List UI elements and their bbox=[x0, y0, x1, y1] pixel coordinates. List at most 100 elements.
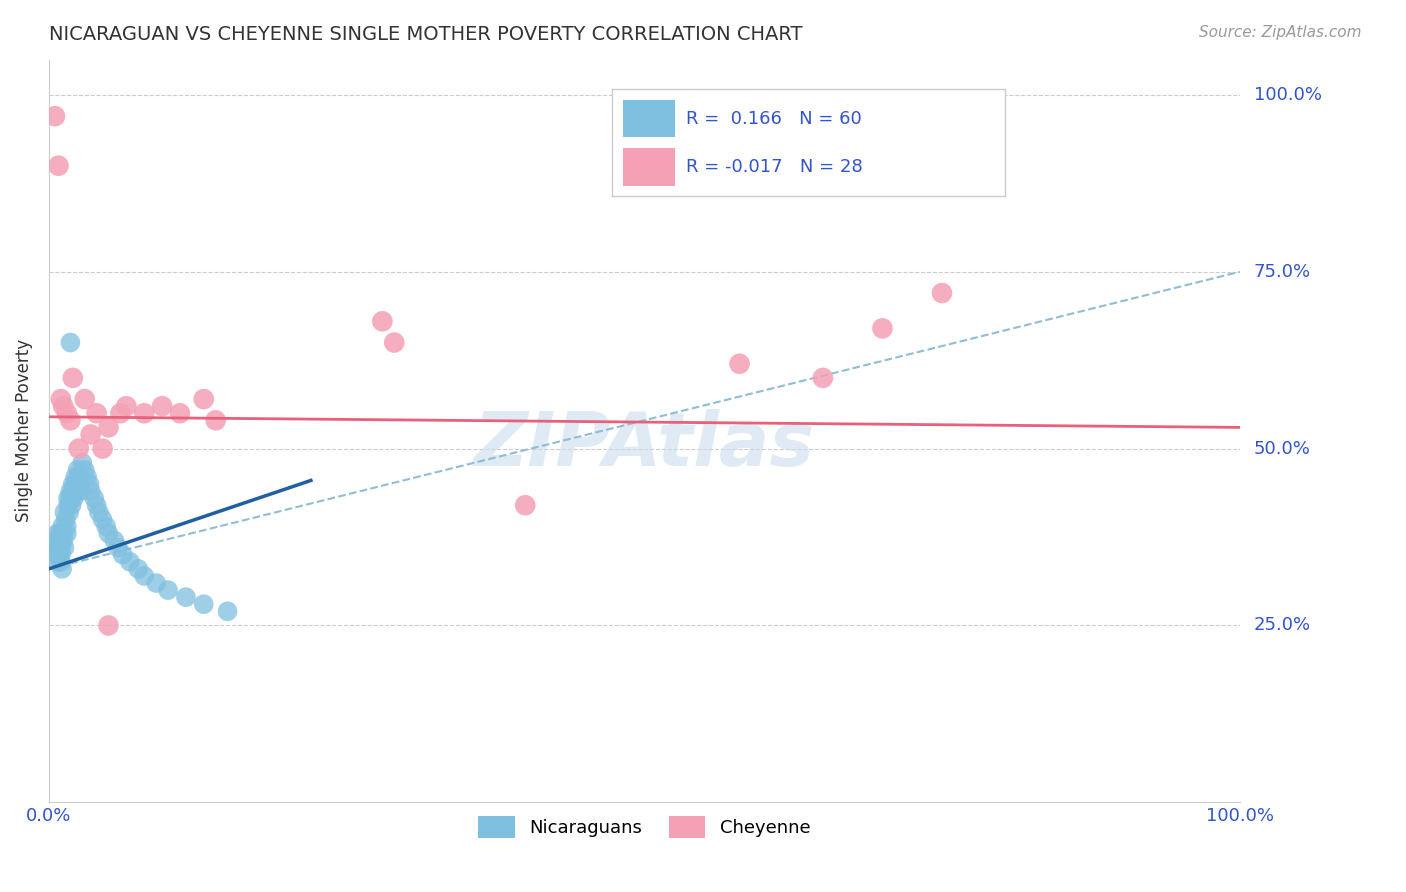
Point bbox=[67, 442, 90, 456]
Point bbox=[193, 597, 215, 611]
Point bbox=[45, 548, 67, 562]
Point bbox=[157, 583, 180, 598]
Point bbox=[56, 526, 79, 541]
Point bbox=[73, 463, 96, 477]
Point bbox=[67, 470, 90, 484]
Point bbox=[59, 484, 82, 499]
Point bbox=[150, 399, 173, 413]
Point bbox=[515, 498, 537, 512]
Point bbox=[46, 526, 69, 541]
Point bbox=[127, 562, 149, 576]
Point bbox=[56, 498, 79, 512]
Point bbox=[145, 576, 167, 591]
Text: Source: ZipAtlas.com: Source: ZipAtlas.com bbox=[1198, 25, 1361, 40]
Point bbox=[174, 590, 197, 604]
Point bbox=[63, 491, 86, 505]
Point bbox=[87, 505, 110, 519]
Point bbox=[52, 533, 75, 548]
Point bbox=[103, 533, 125, 548]
Point bbox=[94, 519, 117, 533]
Point bbox=[44, 109, 66, 123]
Point bbox=[56, 406, 79, 420]
Point bbox=[51, 519, 73, 533]
Text: NICARAGUAN VS CHEYENNE SINGLE MOTHER POVERTY CORRELATION CHART: NICARAGUAN VS CHEYENNE SINGLE MOTHER POV… bbox=[49, 25, 803, 44]
Text: R = -0.017   N = 28: R = -0.017 N = 28 bbox=[686, 158, 863, 176]
Point bbox=[62, 477, 84, 491]
Point bbox=[51, 562, 73, 576]
Point bbox=[107, 541, 129, 555]
Point bbox=[49, 555, 72, 569]
Point bbox=[48, 159, 70, 173]
Point bbox=[63, 477, 86, 491]
Point bbox=[62, 371, 84, 385]
Point bbox=[56, 491, 79, 505]
Text: 75.0%: 75.0% bbox=[1254, 263, 1310, 281]
Point bbox=[49, 548, 72, 562]
Text: ZIPAtlas: ZIPAtlas bbox=[474, 409, 815, 483]
Point bbox=[91, 442, 114, 456]
Point bbox=[79, 484, 101, 499]
Point bbox=[111, 548, 134, 562]
Point bbox=[69, 477, 91, 491]
Point bbox=[53, 505, 76, 519]
Point bbox=[48, 541, 70, 555]
Point bbox=[52, 526, 75, 541]
Point bbox=[79, 427, 101, 442]
Point bbox=[86, 498, 108, 512]
Point bbox=[169, 406, 191, 420]
Point bbox=[49, 541, 72, 555]
Bar bbox=[623, 100, 675, 137]
Point bbox=[134, 406, 156, 420]
Point bbox=[872, 321, 894, 335]
Point bbox=[52, 399, 75, 413]
Point bbox=[65, 484, 87, 499]
Point bbox=[62, 484, 84, 499]
Point bbox=[91, 512, 114, 526]
Legend: Nicaraguans, Cheyenne: Nicaraguans, Cheyenne bbox=[471, 809, 817, 846]
Point bbox=[44, 541, 66, 555]
Point bbox=[97, 420, 120, 434]
Point bbox=[931, 285, 953, 300]
Point bbox=[83, 491, 105, 505]
Text: 50.0%: 50.0% bbox=[1254, 440, 1310, 458]
Point bbox=[59, 413, 82, 427]
Bar bbox=[623, 148, 675, 186]
Point bbox=[58, 505, 80, 519]
Point bbox=[48, 548, 70, 562]
Point bbox=[66, 463, 89, 477]
Point bbox=[63, 470, 86, 484]
Point bbox=[49, 533, 72, 548]
Point bbox=[371, 314, 394, 328]
Point bbox=[59, 491, 82, 505]
Point bbox=[110, 406, 132, 420]
Point bbox=[204, 413, 226, 427]
Point bbox=[97, 618, 120, 632]
Text: 25.0%: 25.0% bbox=[1254, 616, 1310, 634]
Point bbox=[53, 541, 76, 555]
Point bbox=[48, 526, 70, 541]
Point bbox=[728, 357, 751, 371]
Point bbox=[59, 335, 82, 350]
Point bbox=[56, 519, 79, 533]
Point bbox=[60, 498, 83, 512]
Point bbox=[811, 371, 834, 385]
Point bbox=[55, 512, 77, 526]
Point bbox=[73, 392, 96, 406]
Point bbox=[118, 555, 141, 569]
Point bbox=[193, 392, 215, 406]
Point bbox=[382, 335, 405, 350]
Point bbox=[76, 470, 98, 484]
Point bbox=[217, 604, 239, 618]
Point bbox=[70, 484, 93, 499]
Point bbox=[86, 406, 108, 420]
Y-axis label: Single Mother Poverty: Single Mother Poverty bbox=[15, 339, 32, 523]
Point bbox=[48, 533, 70, 548]
Point bbox=[79, 477, 101, 491]
Point bbox=[115, 399, 138, 413]
Point bbox=[46, 555, 69, 569]
Point bbox=[72, 456, 94, 470]
Point bbox=[49, 392, 72, 406]
Point bbox=[97, 526, 120, 541]
Text: R =  0.166   N = 60: R = 0.166 N = 60 bbox=[686, 110, 862, 128]
Point bbox=[134, 569, 156, 583]
